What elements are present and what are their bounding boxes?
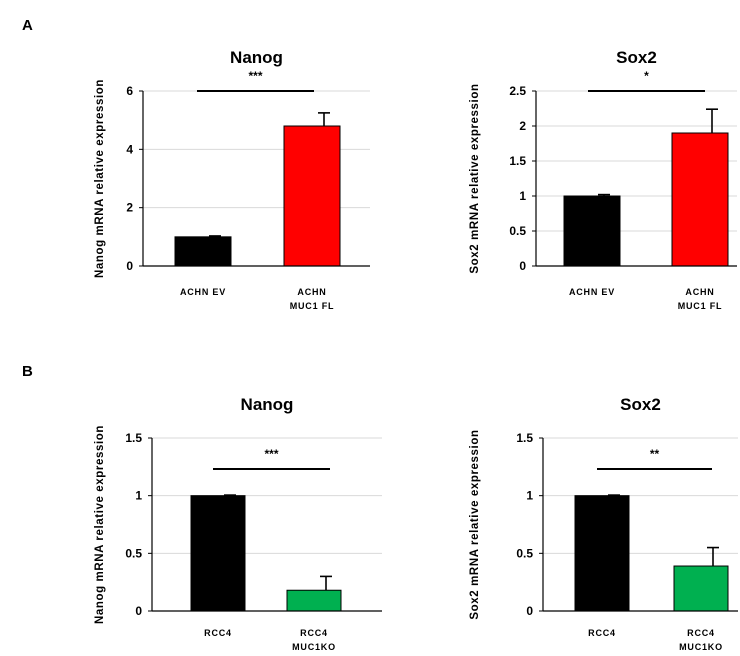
x-category-label: ACHN [685, 287, 714, 297]
y-tick-label: 0 [135, 604, 142, 618]
x-category-label: ACHN EV [180, 287, 226, 297]
x-category-label: ACHN EV [569, 287, 615, 297]
x-category-label: RCC4 [204, 628, 232, 638]
significance-label: *** [248, 69, 262, 83]
y-tick-label: 0 [126, 259, 133, 273]
y-tick-label: 1 [135, 489, 142, 503]
significance-label: * [644, 69, 649, 83]
y-axis-label: Sox2 mRNA relative expression [469, 429, 481, 619]
chart-title: Nanog [241, 395, 294, 414]
y-tick-label: 2.5 [509, 84, 526, 98]
y-axis-label: Sox2 mRNA relative expression [469, 83, 481, 273]
x-category-label: ACHN [297, 287, 326, 297]
chart-3: Nanog Nanog mRNA relative expression 0 0.5 1… [94, 395, 382, 652]
significance-label: ** [650, 447, 660, 461]
y-tick-label: 0.5 [516, 546, 533, 560]
x-category-label: MUC1 FL [290, 301, 335, 311]
y-axis-label: Nanog mRNA relative expression [94, 79, 106, 278]
bar [673, 565, 729, 612]
chart-title: Sox2 [616, 48, 657, 67]
panel-label-a: A [22, 17, 33, 34]
y-tick-label: 1.5 [125, 431, 142, 445]
x-category-label: MUC1 FL [678, 301, 723, 311]
bar [574, 495, 630, 612]
chart-title: Nanog [230, 48, 283, 67]
chart-title: Sox2 [620, 395, 661, 414]
y-tick-label: 1 [526, 489, 533, 503]
bar [190, 495, 246, 612]
y-tick-label: 0.5 [509, 224, 526, 238]
y-tick-label: 0 [526, 604, 533, 618]
bar [671, 132, 729, 267]
y-axis-label: Nanog mRNA relative expression [94, 425, 106, 624]
y-tick-label: 1.5 [516, 431, 533, 445]
chart-2: Sox2 Sox2 mRNA relative expression 0 0.5 1 1.… [469, 48, 737, 311]
y-tick-label: 1.5 [509, 154, 526, 168]
bar [174, 236, 232, 267]
chart-4: Sox2 Sox2 mRNA relative expression 0 0.5 1 1.… [469, 395, 738, 652]
x-category-label: MUC1KO [679, 642, 723, 652]
panel-label-b: B [22, 363, 33, 380]
bar [563, 195, 621, 267]
y-tick-label: 1 [519, 189, 526, 203]
x-category-label: RCC4 [588, 628, 616, 638]
y-tick-label: 6 [126, 84, 133, 98]
chart-1: Nanog Nanog mRNA relative expression 0 2 4 6 A… [94, 48, 370, 311]
x-category-label: RCC4 [687, 628, 715, 638]
y-tick-label: 0.5 [125, 546, 142, 560]
y-tick-label: 4 [126, 142, 133, 156]
bar [286, 589, 342, 612]
x-category-label: MUC1KO [292, 642, 336, 652]
x-category-label: RCC4 [300, 628, 328, 638]
significance-label: *** [264, 447, 278, 461]
charts-container: Nanog Nanog mRNA relative expression 0 2 4 6 A… [94, 48, 738, 652]
y-tick-label: 2 [126, 201, 133, 215]
y-tick-label: 0 [519, 259, 526, 273]
bar [283, 125, 341, 267]
y-tick-label: 2 [519, 119, 526, 133]
